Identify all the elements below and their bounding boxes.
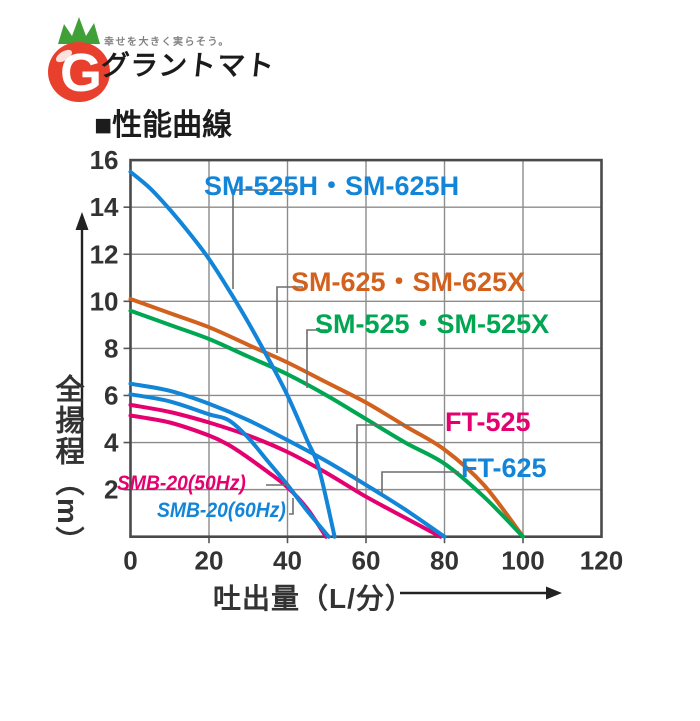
label-leader-line: [276, 286, 303, 353]
curve-3: [128, 402, 443, 539]
curve-1: [128, 296, 525, 539]
y-tick-label: 10: [90, 286, 119, 316]
curve-label-ft525: FT-525: [445, 407, 531, 437]
curve-4: [128, 381, 447, 539]
curve-6: [128, 392, 331, 539]
y-axis-title: 全揚程（m）: [51, 374, 83, 557]
x-tick-label: 0: [123, 546, 137, 576]
curve-label-smb20-60hz: SMB-20(60Hz): [157, 499, 286, 522]
logo-g-letter: G: [60, 43, 102, 103]
x-tick-label: 20: [195, 546, 224, 576]
x-axis-arrow-head: [546, 586, 562, 600]
curve-label-ft625: FT-625: [461, 453, 547, 483]
plot-border: [129, 158, 603, 539]
y-tick-label: 2: [104, 475, 118, 505]
label-leader-line: [306, 329, 327, 388]
crown-icon: [58, 17, 100, 44]
page-title: ■性能曲線: [94, 109, 233, 142]
x-tick-label: 80: [430, 546, 459, 576]
x-tick-label: 60: [352, 546, 381, 576]
label-leader-line: [356, 424, 443, 490]
x-tick-label: 40: [273, 546, 302, 576]
brand-tagline: 幸せを大きく実らそう。: [104, 37, 230, 48]
y-tick-label: 16: [90, 145, 119, 175]
y-axis-arrow-head: [75, 212, 89, 230]
curve-label-sm625-sm625x: SM-625・SM-625X: [291, 267, 526, 297]
label-leader-line: [289, 498, 294, 515]
y-tick-label: 14: [90, 192, 119, 222]
label-leader-line: [381, 471, 459, 494]
label-leader-line: [232, 189, 297, 289]
curve-label-smb20-50hz: SMB-20(50Hz): [117, 472, 246, 495]
y-tick-label: 8: [104, 333, 118, 363]
x-tick-label: 120: [580, 546, 623, 576]
curve-label-sm525-sm525x: SM-525・SM-525X: [315, 309, 550, 339]
y-tick-label: 12: [90, 239, 119, 269]
x-tick-label: 100: [501, 546, 544, 576]
curve-0: [128, 169, 337, 539]
y-tick-label: 6: [104, 380, 118, 410]
curve-label-sm525h-sm625h: SM-525H・SM-625H: [204, 171, 460, 201]
x-axis-title: 吐出量（L/分）: [213, 583, 414, 614]
tomato-logo-icon: G: [48, 17, 110, 103]
y-tick-label: 4: [104, 428, 119, 458]
